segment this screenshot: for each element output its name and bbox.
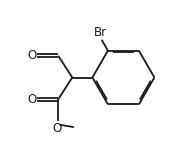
Text: Br: Br: [94, 26, 108, 39]
Text: O: O: [27, 93, 36, 106]
Text: O: O: [27, 49, 36, 62]
Text: O: O: [52, 122, 61, 135]
